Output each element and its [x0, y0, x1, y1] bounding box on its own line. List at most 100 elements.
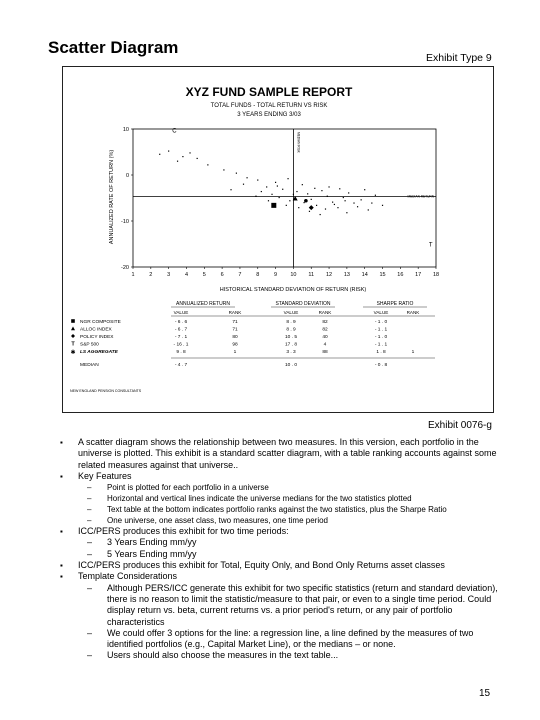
table-cell: 10 . 5 — [285, 334, 297, 340]
bullet-text: A scatter diagram shows the relationship… — [78, 437, 497, 470]
exhibit-number: Exhibit 0076-g — [428, 420, 492, 431]
scatter-point — [274, 181, 277, 183]
y-tick-label: -10 — [121, 219, 129, 225]
scatter-point — [374, 194, 376, 196]
scatter-point — [207, 164, 209, 166]
scatter-point — [342, 196, 344, 199]
x-tick-label: 16 — [397, 272, 403, 278]
sub-bullet-item: – Horizontal and vertical lines indicate … — [60, 493, 500, 504]
y-tick-label: -20 — [121, 265, 129, 271]
scatter-point — [298, 207, 300, 209]
table-cell: 80 — [232, 334, 238, 340]
scatter-point — [314, 187, 316, 189]
table-cell: - 6 . 6 — [175, 319, 188, 325]
scatter-point — [296, 190, 298, 193]
x-tick-label: 10 — [290, 272, 296, 278]
sub-bullet-marker: – — [87, 516, 92, 526]
scatter-point — [324, 208, 327, 210]
sub-bullet-text: Although PERS/ICC generate this exhibit … — [107, 582, 498, 627]
page-number: 15 — [479, 688, 491, 699]
table-row-label: NGR COMPOSITE — [80, 319, 121, 325]
table-column-header: RANK — [229, 310, 243, 315]
x-tick-label: 1 — [131, 272, 134, 278]
table-median-cell: 10 . 0 — [285, 362, 297, 368]
exhibit-figure: XYZ FUND SAMPLE REPORT TOTAL FUNDS - TOT… — [62, 66, 494, 413]
plot-frame — [132, 128, 437, 268]
sub-bullet-marker: – — [87, 548, 93, 559]
x-tick-label: 2 — [149, 272, 152, 278]
scatter-point — [381, 204, 384, 206]
bullet-item: ▪ ICC/PERS produces this exhibit for two … — [60, 526, 500, 537]
sub-bullet-text: 3 Years Ending mm/yy — [107, 537, 197, 548]
scatter-point — [307, 193, 309, 195]
y-tick-label: 10 — [123, 127, 129, 133]
scatter-point — [356, 206, 359, 208]
bullet-text: ICC/PERS produces this exhibit for Total… — [78, 560, 445, 571]
quadrant-marker-t: T — [429, 242, 433, 248]
table-cell: - 1 . 1 — [375, 342, 388, 348]
x-tick-label: 4 — [185, 272, 188, 278]
scatter-point — [326, 195, 328, 197]
page-title: Scatter Diagram — [48, 38, 179, 57]
scatter-point — [223, 169, 225, 171]
x-tick-label: 8 — [256, 272, 259, 278]
x-tick-label: 11 — [308, 272, 314, 278]
bullet-item: ▪ Key Features — [60, 471, 500, 482]
table-median-label: MEDIAN — [80, 362, 99, 368]
scatter-point — [308, 210, 311, 212]
sub-bullet-item: – 5 Years Ending mm/yy — [60, 549, 500, 560]
row-symbol: ✱ — [70, 349, 75, 356]
x-axis-label: HISTORICAL STANDARD DEVIATION OF RETURN … — [220, 287, 367, 293]
scatter-point — [328, 186, 330, 188]
scatter-point — [292, 193, 295, 195]
table-cell: - 1 . 1 — [375, 327, 388, 333]
table-median-cell: - 4 . 7 — [175, 362, 188, 368]
bullet-list: ▪ A scatter diagram shows the relationshi… — [60, 437, 500, 662]
table-cell: 8 . 9 — [286, 327, 296, 333]
table-cell: 17 . 8 — [285, 342, 297, 348]
scatter-point — [344, 200, 346, 202]
table-cell: 1 — [234, 349, 237, 355]
median-risk-label: MEDIAN RISK — [296, 132, 300, 154]
table-cell: 82 — [322, 327, 328, 333]
table-group-header: STANDARD DEVIATION — [275, 301, 330, 307]
table-cell: - 1 . 0 — [375, 334, 388, 340]
bullet-marker: ▪ — [60, 438, 63, 447]
sub-bullet-item: – Users should also choose the measures i… — [60, 650, 500, 661]
table-cell: - 1 . 0 — [375, 319, 388, 325]
table-column-header: RANK — [407, 310, 421, 315]
table-cell: - 16 . 1 — [174, 342, 189, 348]
sub-bullet-marker: – — [87, 494, 92, 504]
table-cell: 9 . 8 — [176, 349, 186, 355]
report-subtitle-2: 3 YEARS ENDING 3/03 — [237, 112, 301, 118]
table-cell: - 7 . 1 — [175, 334, 188, 340]
scatter-point — [235, 172, 237, 174]
scatter-point — [301, 184, 303, 186]
scatter-point — [168, 150, 170, 152]
scatter-point — [348, 192, 350, 194]
table-column-header: VALUE — [174, 310, 189, 315]
labeled-points — [271, 195, 314, 211]
bullet-text: Key Features — [78, 470, 132, 481]
exhibit-type-label: Exhibit Type 9 — [426, 52, 492, 64]
scatter-point — [367, 209, 369, 211]
table-cell: 40 — [322, 334, 328, 340]
scatter-chart: XYZ FUND SAMPLE REPORT TOTAL FUNDS - TOT… — [70, 85, 439, 393]
scatter-point — [360, 199, 362, 201]
x-tick-label: 6 — [221, 272, 224, 278]
sub-bullet-marker: – — [87, 483, 92, 493]
scatter-point — [310, 198, 312, 200]
scatter-point — [282, 188, 284, 190]
x-tick-label: 17 — [415, 272, 421, 278]
row-symbol: T — [71, 342, 75, 348]
sub-bullet-marker: – — [87, 650, 93, 661]
report-title: XYZ FUND SAMPLE REPORT — [186, 85, 353, 99]
table-cell: 3 . 3 — [286, 349, 296, 355]
x-tick-label: 7 — [238, 272, 241, 278]
bullet-item: ▪ Template Considerations — [60, 571, 500, 582]
bullet-marker: ▪ — [60, 561, 63, 571]
table-group-header: ANNUALIZED RETURN — [176, 301, 230, 307]
index-marker — [304, 198, 308, 203]
alloc-index-marker — [292, 195, 298, 201]
